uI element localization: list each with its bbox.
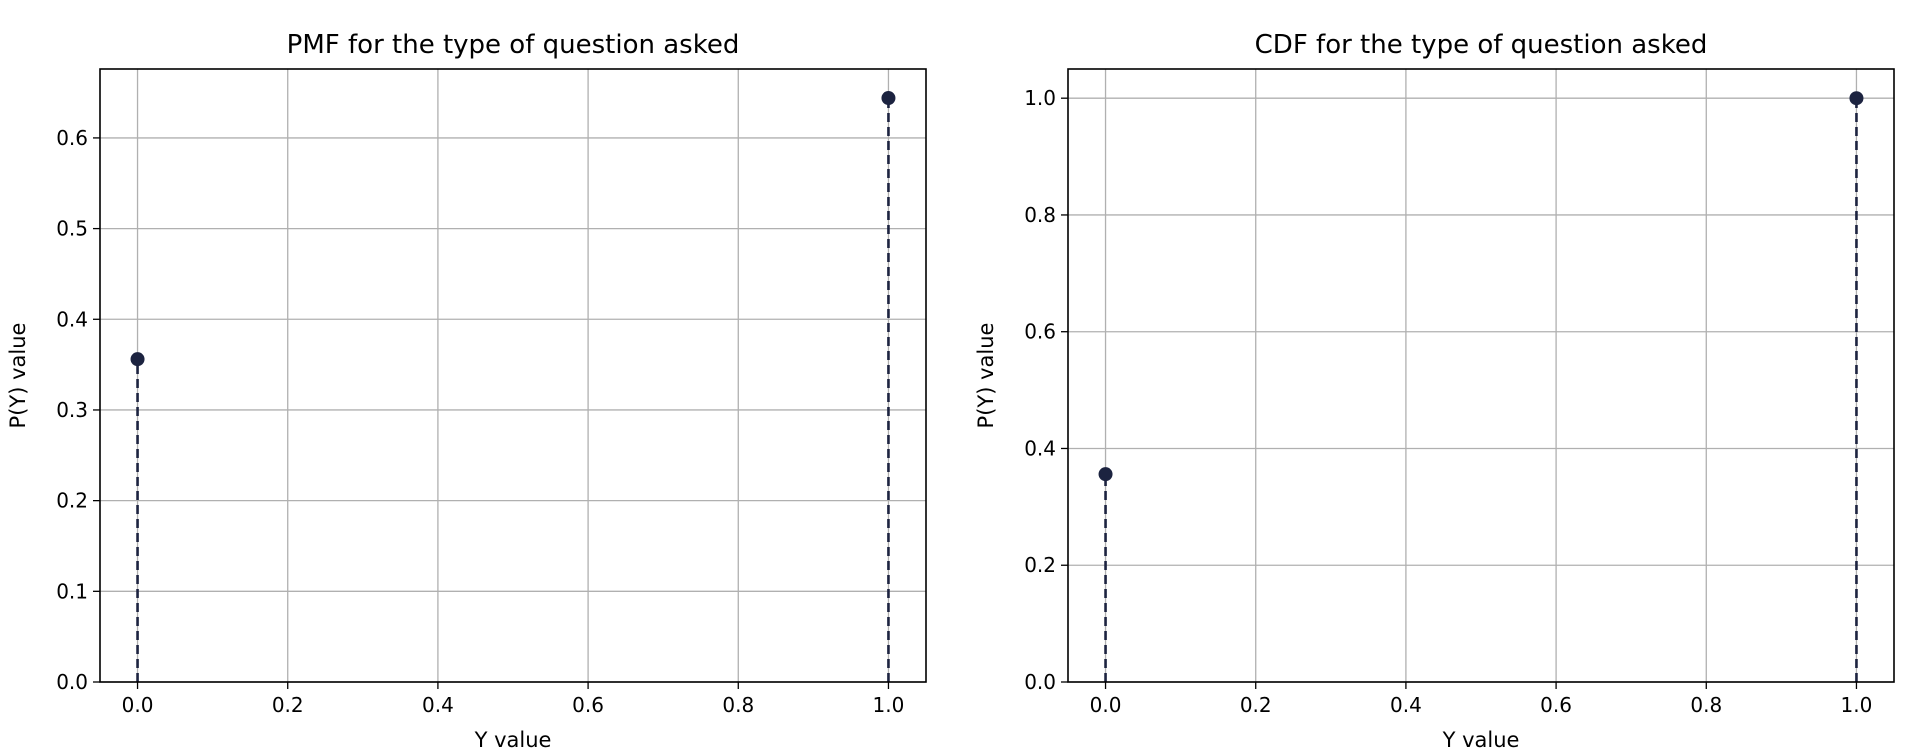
x-tick-label: 0.0 (1090, 693, 1122, 717)
chart-title: PMF for the type of question asked (287, 30, 740, 60)
x-tick-label: 0.6 (572, 693, 604, 717)
y-tick-label: 0.4 (56, 307, 88, 331)
axes-frame (99, 68, 927, 683)
y-tick-label: 1.0 (1024, 86, 1056, 110)
x-tick-label: 0.8 (1690, 693, 1722, 717)
y-tick-label: 0.0 (56, 670, 88, 694)
y-tick-label: 0.3 (56, 398, 88, 422)
x-tick-label: 0.4 (1390, 693, 1422, 717)
x-tick-label: 0.0 (122, 693, 154, 717)
x-tick-label: 0.4 (422, 693, 454, 717)
x-tick-label: 1.0 (1841, 693, 1873, 717)
x-axis-label: Y value (1442, 728, 1520, 752)
data-point (881, 91, 896, 106)
cdf-chart: 0.0 0.2 0.4 0.6 0.8 1.0 0.0 0.2 0.4 0.6 0.8 1.0 CDF … (974, 30, 1895, 752)
x-tick-label: 0.6 (1540, 693, 1572, 717)
y-tick-label: 0.6 (1024, 320, 1056, 344)
y-tick-label: 0.8 (1024, 203, 1056, 227)
y-axis-label: P(Y) value (6, 323, 30, 429)
data-point (1098, 467, 1113, 482)
y-tick-label: 0.2 (56, 489, 88, 513)
data-point (130, 352, 145, 367)
x-tick-label: 0.2 (1240, 693, 1272, 717)
pmf-chart: 0.0 0.2 0.4 0.6 0.8 1.0 0.0 0.1 0.2 0.3 0.4 0.5 0.6 P… (6, 30, 927, 752)
data-point (1849, 91, 1864, 106)
y-tick-label: 0.2 (1024, 553, 1056, 577)
y-tick-label: 0.0 (1024, 670, 1056, 694)
y-tick-label: 0.6 (56, 126, 88, 150)
x-axis-label: Y value (474, 728, 552, 752)
chart-title: CDF for the type of question asked (1255, 30, 1708, 60)
y-axis-label: P(Y) value (974, 323, 998, 429)
y-tick-label: 0.5 (56, 217, 88, 241)
x-tick-label: 1.0 (873, 693, 905, 717)
x-tick-label: 0.8 (722, 693, 754, 717)
axes-frame (1067, 68, 1895, 683)
y-tick-label: 0.4 (1024, 436, 1056, 460)
y-tick-label: 0.1 (56, 579, 88, 603)
x-tick-label: 0.2 (272, 693, 304, 717)
